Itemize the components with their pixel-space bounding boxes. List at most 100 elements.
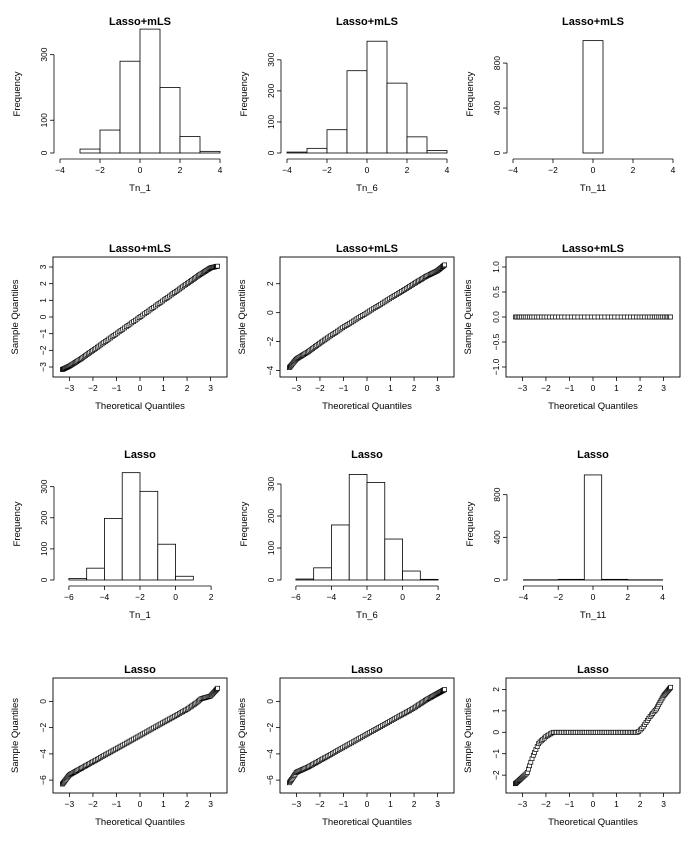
x-tick-label: −2 [541,383,551,393]
x-tick-label: 0 [138,799,143,809]
y-tick-label: −4 [38,749,48,759]
panel-title: Lasso+mLS [109,243,171,255]
hist-bar-7 [402,570,421,581]
x-tick-label: −2 [315,799,325,809]
hist-bar-7 [406,136,428,154]
y-tick-label: 800 [492,56,502,70]
y-tick-label: 0 [492,150,502,155]
x-tick-label: −1 [565,799,575,809]
y-tick-label: 200 [266,509,276,523]
hist-bar-8 [419,578,439,581]
x-tick-label: −6 [291,592,301,602]
y-tick-label: 100 [39,113,49,127]
hist-bar-3 [119,60,141,154]
x-tick-label: 2 [412,799,417,809]
x-tick-label: 1 [161,383,166,393]
hist-bar-5 [366,40,388,154]
x-tick-label: 0 [400,592,405,602]
x-tick-label: −4 [282,165,292,175]
x-tick-label: −4 [508,165,518,175]
x-tick-label: −1 [112,799,122,809]
y-tick-label: 0 [491,730,501,735]
x-tick-label: −3 [518,383,528,393]
x-tick-label: 2 [638,799,643,809]
y-tick-label: 200 [39,510,49,524]
panel-11: Lasso −3 −2 −1 0 1 2 3 −6 −4 −2 0 Theoretical Quanti… [237,664,455,828]
y-axis-label: Frequency [465,71,476,116]
x-tick-label: −1 [339,799,349,809]
x-tick-label: 0 [138,383,143,393]
x-tick-label: 3 [661,383,666,393]
y-tick-label: 0 [39,150,49,155]
x-tick-label: 0 [173,592,178,602]
panel-title: Lasso+mLS [336,243,398,255]
y-tick-label: 0 [38,314,48,319]
x-tick-label: 0 [365,383,370,393]
panel-title: Lasso+mLS [562,243,624,255]
hist-bar-3 [583,474,603,581]
y-tick-label: 0 [38,699,48,704]
y-axis-label: Sample Quantiles [463,279,474,354]
x-tick-label: −4 [327,592,337,602]
y-tick-label: −2 [38,723,48,733]
hist-bar-4 [601,578,629,581]
hist-bar-3 [326,129,348,154]
hist-bar-3 [331,524,350,581]
x-tick-label: 2 [436,592,441,602]
x-axis-label: Tn_1 [129,610,151,621]
x-tick-label: −2 [95,165,105,175]
hist-bar-4 [121,472,141,581]
x-tick-label: −2 [315,383,325,393]
hist-bar-6 [179,136,201,154]
hist-bar-1 [295,578,315,581]
y-axis-label: Frequency [239,501,250,546]
x-tick-label: 1 [614,383,619,393]
x-tick-label: 1 [161,799,166,809]
y-tick-label: −1.0 [491,358,501,375]
hist-bar-7 [175,575,194,581]
x-tick-label: 2 [625,592,630,602]
x-tick-label: −1 [565,383,575,393]
y-tick-label: −6 [265,775,275,785]
x-axis-label: Tn_1 [129,183,151,194]
y-tick-label: 400 [492,530,502,544]
hist-bar-2 [99,129,121,154]
x-tick-label: 2 [405,165,410,175]
y-tick-label: −6 [38,775,48,785]
x-tick-label: 0 [591,799,596,809]
x-tick-label: 4 [445,165,450,175]
x-tick-label: −2 [553,592,563,602]
y-tick-label: −1 [38,329,48,339]
hist-bar-5 [159,87,181,154]
y-tick-label: 800 [492,487,502,501]
x-tick-label: 2 [412,383,417,393]
panel-title: Lasso+mLS [562,16,624,28]
x-tick-label: −1 [339,383,349,393]
y-tick-label: 1 [491,708,501,713]
y-tick-label: 3 [38,264,48,269]
x-tick-label: −3 [518,799,528,809]
y-tick-label: −2 [265,723,275,733]
x-tick-label: 1 [388,383,393,393]
y-axis-label: Sample Quantiles [237,698,248,773]
panel-1: Lasso+mLS −4 −2 0 2 4 0 100 300 Tn_1 Frequency [12,16,223,194]
panel-4: Lasso+mLS −3 −2 −1 0 1 2 3 −3 −2 −1 0 1 2 3 Theoretical… [10,243,228,412]
x-tick-label: 2 [185,799,190,809]
panel-title: Lasso+mLS [109,16,171,28]
y-tick-label: 2 [491,687,501,692]
x-tick-label: 2 [631,165,636,175]
x-tick-label: 0 [591,165,596,175]
x-tick-label: −4 [55,165,65,175]
y-tick-label: 2 [265,281,275,286]
panel-10: Lasso −3 −2 −1 0 1 2 3 −6 −4 −2 0 Theoretical Quanti… [10,664,228,828]
x-tick-label: −2 [362,592,372,602]
x-axis-label: Tn_6 [356,183,378,194]
x-tick-label: 2 [178,165,183,175]
hist-bar-7 [199,150,221,154]
panel-title: Lasso [351,449,383,461]
panel-7: Lasso −6 −4 −2 0 2 0 100 200 300 Tn_1 Frequency [12,449,214,621]
x-tick-label: 0 [591,592,596,602]
x-tick-label: −4 [519,592,529,602]
